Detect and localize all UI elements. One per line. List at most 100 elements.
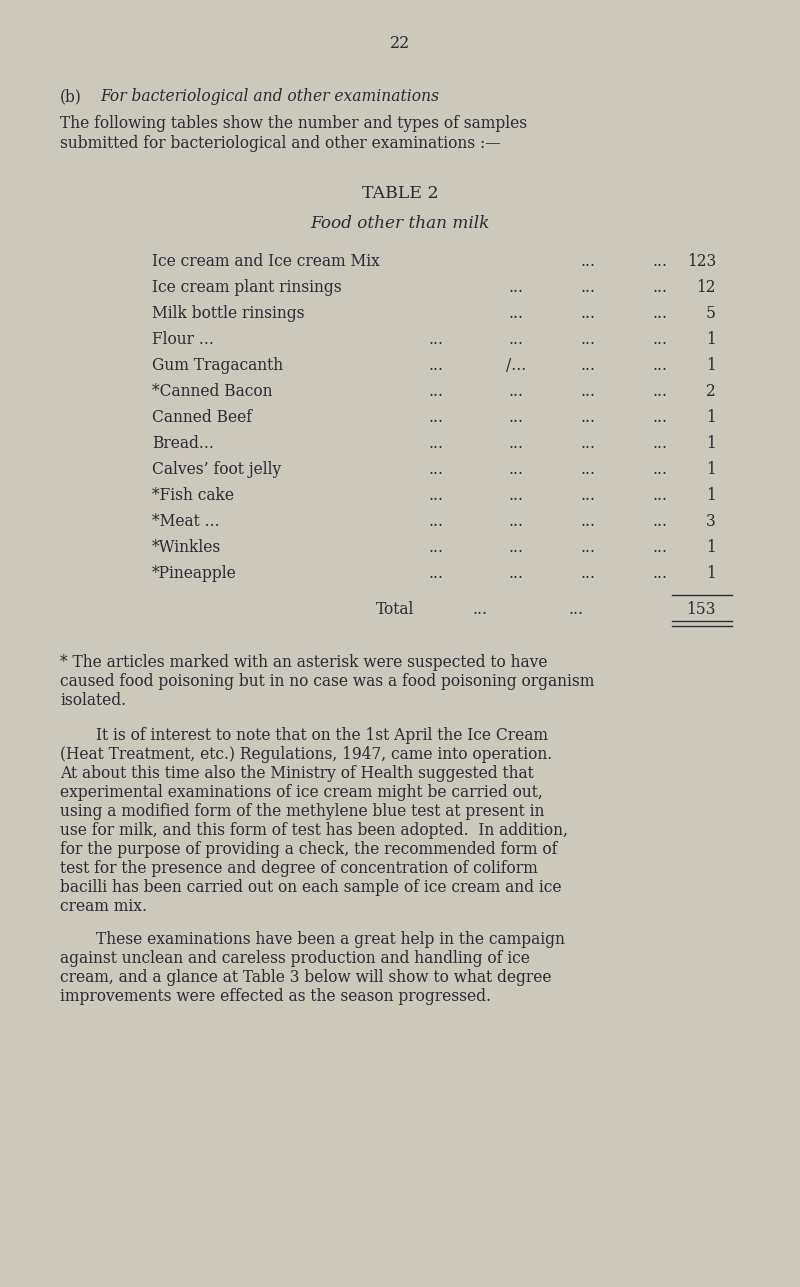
Text: ...: ... (429, 435, 443, 452)
Text: Total: Total (376, 601, 414, 618)
Text: ...: ... (429, 539, 443, 556)
Text: Flour ...: Flour ... (152, 331, 214, 347)
Text: ...: ... (653, 279, 667, 296)
Text: ...: ... (509, 565, 523, 582)
Text: The following tables show the number and types of samples: The following tables show the number and… (60, 115, 527, 133)
Text: 1: 1 (706, 486, 716, 505)
Text: Canned Beef: Canned Beef (152, 409, 252, 426)
Text: 5: 5 (706, 305, 716, 322)
Text: ...: ... (581, 461, 595, 477)
Text: (Heat Treatment, etc.) Regulations, 1947, came into operation.: (Heat Treatment, etc.) Regulations, 1947… (60, 746, 552, 763)
Text: ...: ... (653, 305, 667, 322)
Text: Calves’ foot jelly: Calves’ foot jelly (152, 461, 282, 477)
Text: Ice cream and Ice cream Mix: Ice cream and Ice cream Mix (152, 254, 380, 270)
Text: * The articles marked with an asterisk were suspected to have: * The articles marked with an asterisk w… (60, 654, 547, 671)
Text: ...: ... (509, 486, 523, 505)
Text: 12: 12 (697, 279, 716, 296)
Text: ...: ... (581, 331, 595, 347)
Text: ...: ... (509, 539, 523, 556)
Text: 1: 1 (706, 331, 716, 347)
Text: caused food poisoning but in no case was a food poisoning organism: caused food poisoning but in no case was… (60, 673, 594, 690)
Text: ...: ... (653, 254, 667, 270)
Text: ...: ... (509, 384, 523, 400)
Text: ...: ... (581, 565, 595, 582)
Text: using a modified form of the methylene blue test at present in: using a modified form of the methylene b… (60, 803, 544, 820)
Text: TABLE 2: TABLE 2 (362, 185, 438, 202)
Text: cream, and a glance at Table 3 below will show to what degree: cream, and a glance at Table 3 below wil… (60, 969, 551, 986)
Text: *Canned Bacon: *Canned Bacon (152, 384, 273, 400)
Text: *Fish cake: *Fish cake (152, 486, 234, 505)
Text: ...: ... (581, 514, 595, 530)
Text: ...: ... (429, 486, 443, 505)
Text: ...: ... (581, 305, 595, 322)
Text: Food other than milk: Food other than milk (310, 215, 490, 232)
Text: ...: ... (653, 565, 667, 582)
Text: ...: ... (581, 409, 595, 426)
Text: ...: ... (653, 486, 667, 505)
Text: improvements were effected as the season progressed.: improvements were effected as the season… (60, 988, 491, 1005)
Text: ...: ... (429, 514, 443, 530)
Text: isolated.: isolated. (60, 692, 126, 709)
Text: 3: 3 (706, 514, 716, 530)
Text: ...: ... (429, 356, 443, 375)
Text: use for milk, and this form of test has been adopted.  In addition,: use for milk, and this form of test has … (60, 822, 568, 839)
Text: 153: 153 (686, 601, 716, 618)
Text: *Winkles: *Winkles (152, 539, 222, 556)
Text: /...: /... (506, 356, 526, 375)
Text: against unclean and careless production and handling of ice: against unclean and careless production … (60, 950, 530, 967)
Text: ...: ... (509, 331, 523, 347)
Text: ...: ... (653, 384, 667, 400)
Text: ...: ... (509, 409, 523, 426)
Text: ...: ... (509, 435, 523, 452)
Text: ...: ... (581, 486, 595, 505)
Text: ...: ... (653, 331, 667, 347)
Text: ...: ... (581, 384, 595, 400)
Text: 1: 1 (706, 435, 716, 452)
Text: ...: ... (653, 539, 667, 556)
Text: ...: ... (509, 305, 523, 322)
Text: 1: 1 (706, 409, 716, 426)
Text: It is of interest to note that on the 1st April the Ice Cream: It is of interest to note that on the 1s… (96, 727, 548, 744)
Text: Milk bottle rinsings: Milk bottle rinsings (152, 305, 305, 322)
Text: ...: ... (509, 514, 523, 530)
Text: ...: ... (473, 601, 487, 618)
Text: ...: ... (569, 601, 583, 618)
Text: ...: ... (653, 409, 667, 426)
Text: ...: ... (429, 331, 443, 347)
Text: 22: 22 (390, 35, 410, 51)
Text: These examinations have been a great help in the campaign: These examinations have been a great hel… (96, 931, 565, 949)
Text: for the purpose of providing a check, the recommended form of: for the purpose of providing a check, th… (60, 840, 558, 858)
Text: ...: ... (509, 279, 523, 296)
Text: cream mix.: cream mix. (60, 898, 147, 915)
Text: 2: 2 (706, 384, 716, 400)
Text: 1: 1 (706, 461, 716, 477)
Text: For bacteriological and other examinations: For bacteriological and other examinatio… (100, 88, 439, 106)
Text: ...: ... (581, 254, 595, 270)
Text: ...: ... (581, 435, 595, 452)
Text: Gum Tragacanth: Gum Tragacanth (152, 356, 283, 375)
Text: ...: ... (653, 514, 667, 530)
Text: ...: ... (653, 435, 667, 452)
Text: submitted for bacteriological and other examinations :—: submitted for bacteriological and other … (60, 135, 501, 152)
Text: ...: ... (429, 409, 443, 426)
Text: ...: ... (653, 461, 667, 477)
Text: *Pineapple: *Pineapple (152, 565, 237, 582)
Text: ...: ... (429, 565, 443, 582)
Text: ...: ... (429, 384, 443, 400)
Text: Bread...: Bread... (152, 435, 214, 452)
Text: experimental examinations of ice cream might be carried out,: experimental examinations of ice cream m… (60, 784, 542, 801)
Text: 1: 1 (706, 565, 716, 582)
Text: ...: ... (581, 279, 595, 296)
Text: *Meat ...: *Meat ... (152, 514, 220, 530)
Text: ...: ... (581, 539, 595, 556)
Text: Ice cream plant rinsings: Ice cream plant rinsings (152, 279, 342, 296)
Text: bacilli has been carried out on each sample of ice cream and ice: bacilli has been carried out on each sam… (60, 879, 562, 896)
Text: ...: ... (653, 356, 667, 375)
Text: 1: 1 (706, 539, 716, 556)
Text: At about this time also the Ministry of Health suggested that: At about this time also the Ministry of … (60, 764, 534, 782)
Text: ...: ... (509, 461, 523, 477)
Text: ...: ... (581, 356, 595, 375)
Text: test for the presence and degree of concentration of coliform: test for the presence and degree of conc… (60, 860, 538, 876)
Text: 1: 1 (706, 356, 716, 375)
Text: 123: 123 (686, 254, 716, 270)
